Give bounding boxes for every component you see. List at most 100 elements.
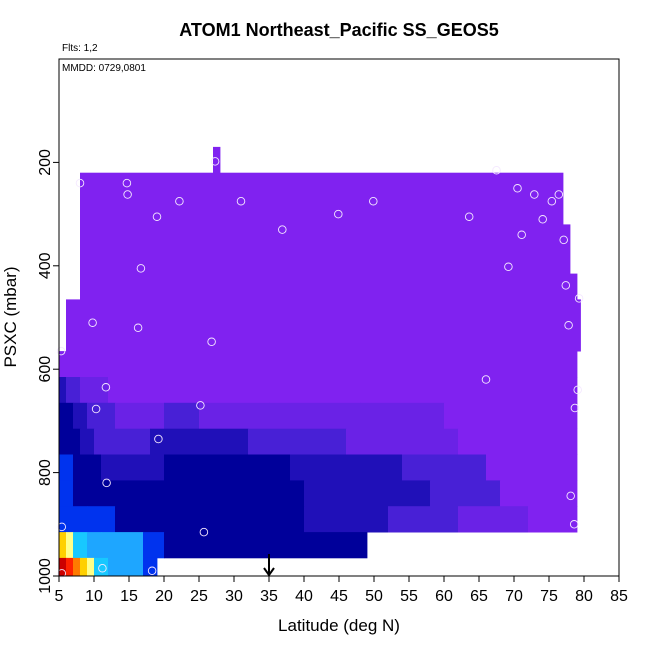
- observation-point-19: [207, 337, 216, 347]
- y-axis: 200 400 600 800 1000: [37, 149, 59, 594]
- dates-annotation: MMDD: 0729,0801: [62, 63, 146, 74]
- x-tick-label-1: 10: [85, 588, 103, 605]
- heatmap-cell-6-0: [59, 377, 67, 404]
- y-tick-label-0: 200: [37, 149, 54, 176]
- heatmap-cell-9-3: [164, 454, 291, 481]
- observation-point-18: [199, 527, 209, 537]
- x-tick-label-10: 55: [400, 588, 418, 605]
- observation-point-17: [196, 401, 205, 410]
- observation-point-37: [564, 321, 573, 330]
- observation-point-36: [561, 281, 571, 290]
- observation-point-34: [554, 190, 564, 199]
- latitude-arrow: [263, 554, 275, 577]
- heatmap-cell-10-2: [94, 480, 214, 507]
- heatmap-cell-7-4: [164, 402, 200, 429]
- chart-title: ATOM1 Northeast_Pacific SS_GEOS5: [179, 20, 498, 40]
- heatmap-cell-10-1: [73, 480, 95, 507]
- observation-point-12: [133, 323, 143, 333]
- heatmap-cell-7-8: [444, 402, 578, 429]
- heatmap-cell-11-3: [304, 506, 389, 533]
- heatmap-cell-11-6: [528, 506, 578, 533]
- y-tick-label-2: 600: [37, 356, 54, 383]
- observation-point-4: [88, 318, 97, 327]
- heatmap-cell-8-2: [94, 428, 151, 455]
- x-axis-label: Latitude (deg N): [278, 616, 400, 635]
- heatmap-cell-7-1: [73, 402, 88, 429]
- observation-points: [56, 157, 584, 578]
- observation-point-39: [569, 520, 579, 529]
- observation-point-25: [464, 212, 474, 221]
- observation-point-10: [123, 190, 132, 199]
- observation-point-30: [517, 230, 526, 240]
- observation-point-35: [559, 235, 568, 245]
- observation-point-3: [75, 178, 85, 188]
- heatmap-cell-11-5: [458, 506, 529, 533]
- observation-point-14: [152, 212, 162, 221]
- observation-point-32: [538, 215, 547, 224]
- heatmap-cell-9-1: [73, 454, 102, 481]
- heatmap-cell-13-6: [108, 557, 144, 577]
- x-tick-label-12: 65: [470, 588, 488, 605]
- heatmap-cell-13-1: [66, 557, 74, 577]
- x-tick-label-9: 50: [365, 588, 383, 605]
- heatmap-cell-13-0: [59, 557, 67, 577]
- observation-point-27: [492, 165, 501, 175]
- heatmap-cell-10-5: [430, 480, 501, 507]
- heatmap-cell-13-5: [94, 557, 109, 577]
- heatmap-cell-10-3: [213, 480, 305, 507]
- observation-point-13: [147, 566, 157, 576]
- heatmap-cell-12-0: [59, 532, 67, 559]
- heatmap-cell-10-6: [500, 480, 578, 507]
- heatmap-cell-11-4: [388, 506, 459, 533]
- heatmap-cell-2-0: [563, 224, 571, 300]
- x-tick-label-11: 60: [435, 588, 453, 605]
- x-tick-label-2: 15: [120, 588, 138, 605]
- heatmap-cell-6-1: [66, 377, 81, 404]
- heatmap-cell-12-4: [101, 532, 144, 559]
- observation-point-26: [481, 375, 491, 384]
- heatmap-cell-9-4: [290, 454, 403, 481]
- x-tick-label-7: 40: [295, 588, 313, 605]
- heatmap-cell-8-3: [150, 428, 249, 455]
- observation-point-1: [57, 522, 67, 532]
- heatmap-cell-7-6: [269, 402, 361, 429]
- heatmap-cell-7-0: [59, 402, 74, 429]
- observation-point-24: [369, 196, 378, 206]
- heatmap-cell-6-2: [80, 377, 109, 404]
- y-axis-label: PSXC (mbar): [1, 266, 20, 367]
- observation-point-15: [154, 434, 163, 444]
- arrow-head: [263, 567, 275, 577]
- y-tick-label-1: 400: [37, 252, 54, 279]
- heatmap-cell-3-0: [570, 273, 578, 300]
- observation-point-21: [236, 196, 246, 206]
- heatmap-cell-12-2: [73, 532, 88, 559]
- heatmap-cell-13-3: [80, 557, 88, 577]
- observation-point-38: [566, 491, 575, 501]
- heatmap-cell-7-5: [199, 402, 270, 429]
- observation-point-29: [513, 184, 522, 193]
- y-tick-label-4: 1000: [37, 558, 54, 594]
- heatmap-cell-7-2: [87, 402, 116, 429]
- heatmap-cell-6-3: [108, 377, 578, 404]
- heatmap-cell-7-3: [115, 402, 165, 429]
- observation-point-11: [136, 264, 146, 273]
- heatmap-cell-9-5: [402, 454, 487, 481]
- heatmap-cell-12-1: [66, 532, 74, 559]
- heatmap-cell-0-0: [213, 146, 221, 174]
- observation-point-16: [175, 196, 184, 206]
- heatmap-cell-8-4: [248, 428, 347, 455]
- observation-point-31: [530, 190, 539, 199]
- observation-point-23: [334, 209, 343, 219]
- heatmap-cell-13-4: [87, 557, 95, 577]
- x-axis: 5 10 15 20 25 30 35 40 45 50 55 60 65 70 75 80 85: [55, 576, 628, 605]
- observation-point-33: [547, 196, 557, 206]
- heatmap-cell-7-7: [360, 402, 445, 429]
- x-tick-label-8: 45: [330, 588, 348, 605]
- observation-point-2: [57, 569, 67, 578]
- heatmap-cell-9-0: [59, 454, 74, 481]
- heatmap-cell-11-0: [59, 506, 88, 533]
- heatmap-cell-10-4: [304, 480, 431, 507]
- heatmap-cell-8-5: [346, 428, 459, 455]
- observation-point-8: [102, 478, 111, 488]
